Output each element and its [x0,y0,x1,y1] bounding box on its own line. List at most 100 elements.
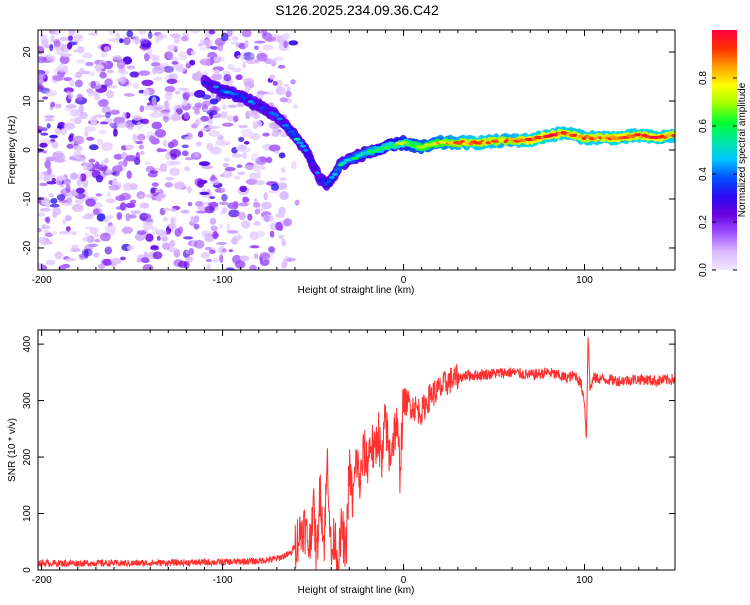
spectrogram-noise-speckle [76,93,84,101]
spectrogram-noise-speckle [75,59,86,64]
spectrogram-noise-speckle [43,229,50,234]
spectrogram-noise-speckle [38,236,47,244]
spectrogram-noise-speckle [104,117,113,123]
spectrogram-noise-speckle [269,74,275,80]
spectrogram-noise-speckle [54,251,63,260]
spectrogram-noise-speckle [38,227,42,233]
snr-series-line [38,337,675,570]
spectrogram-ridge-core [290,133,298,137]
spectrogram-noise-speckle [134,36,140,45]
spectrogram-noise-speckle [73,116,82,125]
spectrogram-noise-speckle [55,150,63,154]
spectrogram-noise-speckle [195,210,208,214]
spectrogram-noise-speckle [252,162,260,172]
spectrogram-noise-speckle [78,253,88,258]
spectrogram-noise-speckle [63,122,76,130]
spectrogram-noise-speckle [262,132,270,137]
spectrogram-noise-speckle [94,233,100,237]
spectrogram-noise-speckle [262,44,274,51]
spectrogram-noise-speckle [103,46,111,52]
spectrogram-noise-speckle [166,51,174,60]
spectrogram-noise-speckle [138,144,144,150]
spectrogram-ridge-layer [200,74,675,191]
spectrogram-noise-speckle [73,150,82,159]
spectrogram-noise-speckle [103,218,110,223]
spectrogram-noise-speckle [212,46,219,50]
spectrogram-noise-speckle [159,111,171,118]
spectrogram-noise-speckle [174,228,182,237]
spectrogram-noise-speckle [164,100,170,109]
spectrogram-noise-speckle [72,203,84,212]
spectrogram-noise-speckle [89,227,99,235]
snr-x-axis: -200 -100 0 100 [32,330,658,586]
spectrogram-noise-speckle [227,64,234,70]
spectrogram-noise-speckle [96,138,104,146]
spectrogram-noise-speckle [254,208,261,215]
spectrogram-noise-speckle [145,193,155,198]
spectrogram-noise-speckle [140,257,150,263]
x-tick-label: 0 [401,575,407,586]
spectrogram-noise-speckle [283,83,290,88]
spectrogram-noise-speckle [293,104,298,109]
spectrogram-noise-speckle [79,111,88,120]
spectrogram-noise-speckle [182,92,191,100]
spectrogram-noise-speckle [226,115,235,122]
spectrogram-noise-speckle [119,202,127,211]
spectrogram-noise-speckle [49,134,58,139]
spectrogram-noise-speckle [277,129,282,133]
spectrogram-noise-speckle [256,52,268,62]
spectrogram-noise-speckle [108,184,120,191]
spectrogram-noise-speckle [120,256,126,261]
spectrogram-noise-speckle [242,77,254,85]
spectrogram-noise-speckle [201,165,213,170]
snr-y-axis-label: SNR (10 * v/v) [7,418,18,482]
spectrogram-ridge-core [276,117,283,121]
spectrogram-noise-speckle [169,160,181,166]
spectrogram-noise-speckle [123,158,128,168]
spectrogram-noise-speckle [219,254,224,264]
spectrogram-ridge-core [328,175,335,180]
spectrogram-noise-speckle [82,52,93,59]
spectrogram-noise-speckle [215,140,227,146]
spectrogram-noise-speckle [138,30,147,35]
spectrogram-noise-speckle [94,92,101,101]
spectrogram-noise-speckle [139,212,148,222]
spectrogram-ridge-core [573,133,578,137]
spectrogram-noise-speckle [243,141,250,145]
colorbar-tick-label: 0.2 [698,215,709,229]
spectrogram-noise-speckle [227,104,238,109]
spectrogram-noise-speckle [132,114,143,121]
spectrogram-noise-speckle [144,161,151,165]
spectrogram-noise-speckle [60,127,68,136]
spectrogram-noise-speckle [226,230,239,234]
spectrogram-noise-speckle [100,232,111,242]
colorbar-axis: 0.0 0.2 0.4 0.6 0.8 [698,71,737,277]
spectrogram-noise-speckle [188,248,195,256]
spectrogram-noise-speckle [139,202,150,209]
x-tick-label: 100 [576,275,593,286]
spectrogram-noise-speckle [190,50,196,56]
spectrogram-noise-speckle [90,116,98,125]
colorbar-tick-label: 0.8 [698,71,709,85]
snr-x-axis-label: Height of straight line (km) [298,585,415,596]
spectrogram-noise-speckle [225,267,235,270]
spectrogram-noise-layer [38,30,300,270]
spectrogram-noise-speckle [116,212,123,221]
spectrogram-noise-speckle [280,167,286,173]
spectrogram-noise-speckle [207,119,213,128]
spectrogram-noise-speckle [59,36,69,42]
y-tick-label: 0 [22,567,33,573]
spectrogram-noise-speckle [261,201,272,209]
spectrogram-noise-speckle [211,174,216,182]
spectrogram-noise-speckle [82,236,91,242]
spectrogram-noise-speckle [84,126,96,132]
spectrogram-ridge-core [285,126,292,130]
spectrogram-noise-speckle [203,39,213,47]
spectrogram-noise-speckle [238,124,248,129]
spectrogram-noise-speckle [275,79,283,88]
spectrogram-noise-speckle [119,38,124,44]
spectrogram-ridge-core [217,87,221,91]
spectrogram-noise-speckle [290,79,296,85]
spectrogram-noise-speckle [70,247,81,253]
spectrogram-ridge-core [315,171,320,175]
